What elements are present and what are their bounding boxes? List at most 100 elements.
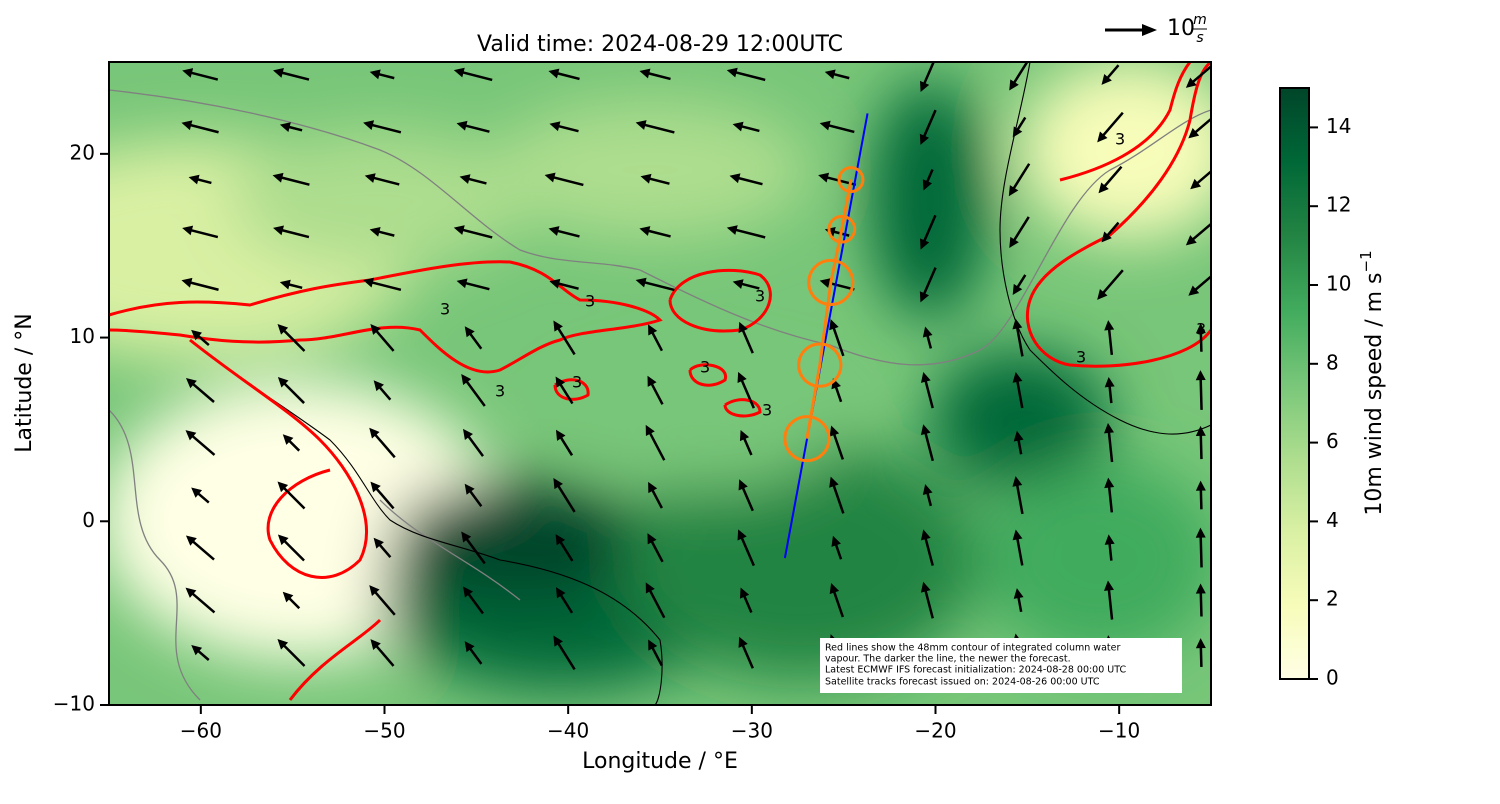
annotation-line: Satellite tracks forecast issued on: 202… — [825, 677, 1100, 688]
wind-arrow-shaft — [832, 432, 845, 460]
annotation-line: vapour. The darker the line, the newer t… — [825, 654, 1071, 665]
wind-arrow-shaft — [643, 123, 675, 134]
wind-arrow-shaft — [1015, 326, 1024, 357]
contour-label: 3 — [440, 300, 450, 319]
wind-arrow-head — [1185, 77, 1197, 88]
wind-arrow-shaft — [191, 539, 215, 561]
wind-arrow-shaft — [740, 378, 755, 409]
wind-arrow-shaft — [1015, 379, 1024, 409]
wind-arrow-head — [824, 69, 836, 80]
wind-arrow-head — [738, 321, 748, 333]
wind-arrow-head — [1012, 372, 1023, 383]
wind-arrow-shaft — [1195, 169, 1211, 185]
wind-arrow-shaft — [552, 175, 584, 187]
wind-arrow-head — [544, 172, 556, 183]
wind-arrow-head — [1012, 283, 1023, 296]
wind-arrow-shaft — [188, 123, 219, 134]
annotation-box: Red lines show the 48mm contour of integ… — [820, 638, 1182, 693]
wind-arrow-head — [182, 225, 194, 236]
wind-arrow-shaft — [1199, 591, 1203, 617]
wind-arrow-head — [738, 479, 748, 491]
wind-arrow-shaft — [1108, 542, 1113, 561]
wind-arrow-shaft — [1199, 646, 1203, 667]
reference-unit-denominator: s — [1196, 30, 1203, 46]
wind-arrow-head — [732, 279, 744, 289]
wind-arrow-head — [279, 279, 291, 290]
wind-arrow-head — [635, 120, 647, 130]
wind-arrow-shaft — [1107, 327, 1114, 356]
wind-arrow-head — [555, 429, 566, 441]
wind-arrow-head — [277, 481, 289, 493]
colorbar-tick-label: 4 — [1326, 508, 1339, 532]
wind-arrow-head — [726, 67, 738, 78]
wind-arrow-shaft — [280, 71, 310, 81]
wind-arrow-shaft — [924, 589, 934, 619]
wind-arrow-head — [726, 225, 738, 235]
wind-arrow-shaft — [373, 432, 396, 459]
wind-arrow-shaft — [280, 176, 310, 186]
wind-arrow-shaft — [650, 382, 664, 405]
wind-arrow-head — [818, 172, 830, 183]
wind-arrow-head — [829, 425, 840, 437]
colorbar — [1279, 87, 1310, 680]
wind-arrow-shaft — [922, 214, 937, 243]
wind-arrow-shaft — [559, 593, 574, 614]
colorbar-tick-label: 0 — [1326, 666, 1339, 690]
wind-arrow-head — [277, 324, 289, 335]
wind-arrow-shaft — [282, 328, 306, 352]
wind-arrow-head — [1104, 320, 1115, 331]
annotation-background — [820, 638, 1182, 693]
wind-arrow-head — [1195, 527, 1206, 538]
wind-arrow-head — [739, 587, 750, 599]
wind-arrow-shaft — [925, 333, 933, 349]
wind-arrow-head — [191, 487, 203, 498]
wind-arrow-shaft — [558, 382, 574, 405]
wind-arrow-head — [459, 174, 471, 184]
reference-unit-numerator: m — [1193, 12, 1207, 28]
wind-arrow-shaft — [463, 124, 490, 133]
wind-arrow-head — [555, 587, 566, 599]
wind-arrow-head — [272, 172, 284, 183]
wind-arrow-shaft — [558, 540, 574, 562]
y-tick-label: 0 — [82, 508, 95, 532]
annotation-line: Red lines show the 48mm contour of integ… — [825, 643, 1120, 654]
wind-arrow-shaft — [196, 649, 210, 661]
wind-arrow-head — [548, 68, 560, 79]
footprint-line — [805, 179, 853, 439]
wind-arrow-shaft — [555, 71, 580, 81]
wind-arrow-head — [920, 371, 931, 383]
wind-arrow-head — [648, 639, 658, 651]
wind-arrow-shaft — [1107, 588, 1114, 620]
wind-arrow-shaft — [648, 588, 666, 619]
wind-arrow-head — [456, 120, 468, 131]
wind-arrow-shaft — [468, 489, 483, 508]
contour-label: 3 — [762, 401, 772, 420]
wind-arrow-shaft — [287, 282, 303, 290]
wind-arrow-head — [555, 376, 566, 388]
wind-arrow-shaft — [832, 72, 850, 80]
wind-arrow-head — [549, 278, 561, 289]
wind-arrow-shaft — [461, 70, 493, 82]
wind-arrow-shaft — [282, 381, 305, 404]
wind-arrow-shaft — [925, 169, 934, 184]
footprint — [827, 214, 857, 244]
colorbar-tick-label: 6 — [1326, 429, 1339, 453]
wind-arrow-shaft — [377, 385, 392, 401]
wind-arrow-shaft — [373, 590, 396, 616]
y-axis-label: Latitude / °N — [12, 313, 37, 452]
wind-arrow-head — [1195, 480, 1206, 491]
x-tick-label: −40 — [547, 719, 589, 743]
wind-arrow-shaft — [925, 491, 933, 507]
wind-field-patch — [230, 130, 530, 270]
wind-arrow-shaft — [287, 125, 303, 132]
wind-arrow-shaft — [461, 228, 493, 239]
wind-arrow-shaft — [827, 123, 855, 134]
wind-arrow-head — [1188, 285, 1200, 296]
x-tick-label: −30 — [731, 719, 773, 743]
colorbar-tick-label: 10 — [1326, 272, 1351, 296]
wind-arrow-shaft — [1011, 163, 1031, 191]
wind-arrow-shaft — [1015, 116, 1027, 132]
wind-arrow-shaft — [650, 645, 663, 667]
wind-arrow-shaft — [1017, 438, 1023, 455]
satellite-track — [783, 113, 869, 559]
